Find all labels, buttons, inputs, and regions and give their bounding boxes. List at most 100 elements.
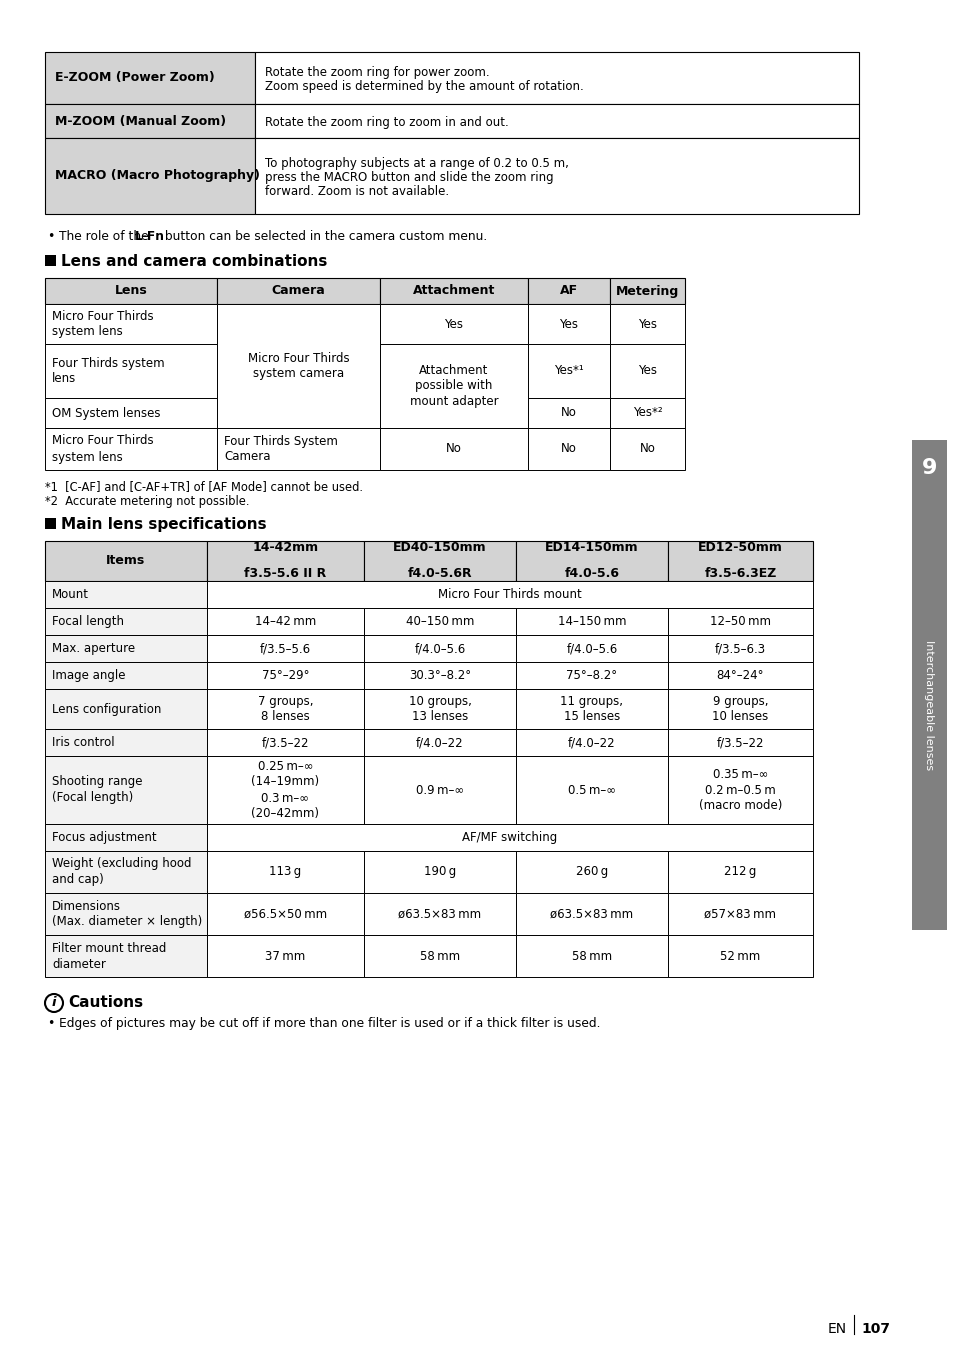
Bar [207,729,364,756]
Text: 107: 107 [861,1322,889,1337]
Bar [364,608,516,635]
Text: f/3.5–6.3: f/3.5–6.3 [714,642,765,655]
Text: 52 mm: 52 mm [720,950,760,962]
Text: Max. aperture: Max. aperture [52,642,135,655]
Bar [516,608,667,635]
Text: Yes*²: Yes*² [632,407,661,419]
Bar [379,304,527,345]
Text: Interchangeable lenses: Interchangeable lenses [923,641,934,769]
Text: 7 groups,
8 lenses: 7 groups, 8 lenses [257,695,313,723]
Text: ED14-150mm: ED14-150mm [544,541,639,554]
Text: ED12-50mm: ED12-50mm [698,541,782,554]
Text: OM System lenses: OM System lenses [52,407,160,419]
Bar [379,345,527,427]
Bar [516,635,667,662]
Text: *2  Accurate metering not possible.: *2 Accurate metering not possible. [45,495,250,508]
Bar [516,662,667,689]
Text: 11 groups,
15 lenses: 11 groups, 15 lenses [560,695,623,723]
Text: 0.9 m–∞: 0.9 m–∞ [416,783,463,797]
Text: f/3.5–22: f/3.5–22 [716,735,763,749]
Bar [216,427,379,470]
Text: f/3.5–5.6: f/3.5–5.6 [259,642,311,655]
Bar [667,608,812,635]
Text: 9 groups,
10 lenses: 9 groups, 10 lenses [712,695,768,723]
Bar [254,104,858,138]
Text: f3.5-6.3EZ: f3.5-6.3EZ [703,567,776,579]
Text: 212 g: 212 g [723,866,756,878]
Text: 0.25 m–∞
(14–19mm)
0.3 m–∞
(20–42mm): 0.25 m–∞ (14–19mm) 0.3 m–∞ (20–42mm) [252,760,319,821]
Bar [45,893,207,935]
Bar [364,729,516,756]
Bar [45,729,207,756]
Text: AF: AF [559,285,578,297]
Text: 10 groups,
13 lenses: 10 groups, 13 lenses [408,695,471,723]
Bar [45,541,207,581]
Bar [516,851,667,893]
Text: Main lens specifications: Main lens specifications [61,517,266,532]
Text: 260 g: 260 g [576,866,607,878]
Text: Mount: Mount [52,588,89,601]
Text: Micro Four Thirds mount: Micro Four Thirds mount [437,588,581,601]
Text: Lens configuration: Lens configuration [52,703,161,715]
Bar [527,278,609,304]
Bar [364,851,516,893]
Text: press the MACRO button and slide the zoom ring: press the MACRO button and slide the zoo… [265,171,553,185]
Text: Cautions: Cautions [68,995,143,1010]
Bar [254,52,858,104]
Bar [667,635,812,662]
Text: Image angle: Image angle [52,669,126,683]
Text: Zoom speed is determined by the amount of rotation.: Zoom speed is determined by the amount o… [265,80,583,94]
Bar [364,541,516,581]
Text: 37 mm: 37 mm [265,950,305,962]
Text: Four Thirds system
lens: Four Thirds system lens [52,357,165,385]
Bar [516,541,667,581]
Bar [45,689,207,729]
Text: Rotate the zoom ring to zoom in and out.: Rotate the zoom ring to zoom in and out. [265,117,508,129]
Text: forward. Zoom is not available.: forward. Zoom is not available. [265,185,449,198]
Text: Rotate the zoom ring for power zoom.: Rotate the zoom ring for power zoom. [265,66,489,79]
Text: 14–42 mm: 14–42 mm [254,615,315,628]
Bar [45,278,216,304]
Text: Camera: Camera [272,285,325,297]
Bar [207,635,364,662]
Bar [45,138,254,214]
Text: 113 g: 113 g [269,866,301,878]
Bar [207,662,364,689]
Text: 75°–8.2°: 75°–8.2° [566,669,617,683]
Bar [609,304,684,345]
Text: No: No [639,442,655,456]
Bar [527,304,609,345]
Bar [45,662,207,689]
Text: Yes: Yes [638,365,657,377]
Bar [516,893,667,935]
Bar [216,278,379,304]
Bar [45,581,207,608]
Bar [45,935,207,977]
Bar [364,935,516,977]
Text: f/4.0–5.6: f/4.0–5.6 [414,642,465,655]
Text: AF/MF switching: AF/MF switching [462,830,558,844]
Text: ø63.5×83 mm: ø63.5×83 mm [398,908,481,920]
Text: 40–150 mm: 40–150 mm [405,615,474,628]
Text: Lens and camera combinations: Lens and camera combinations [61,254,327,269]
Bar [379,278,527,304]
Text: 75°–29°: 75°–29° [261,669,309,683]
Text: Focus adjustment: Focus adjustment [52,830,156,844]
Bar [516,689,667,729]
Bar [207,581,812,608]
Bar [667,851,812,893]
Text: *1  [C-AF] and [C-AF+TR] of [AF Mode] cannot be used.: *1 [C-AF] and [C-AF+TR] of [AF Mode] can… [45,480,363,493]
Text: No: No [560,407,577,419]
Text: •: • [47,1016,54,1030]
Text: L-Fn: L-Fn [135,229,165,243]
Text: f/4.0–5.6: f/4.0–5.6 [566,642,617,655]
Text: Shooting range
(Focal length): Shooting range (Focal length) [52,775,142,805]
Text: Micro Four Thirds
system lens: Micro Four Thirds system lens [52,309,153,338]
Bar [207,608,364,635]
Text: Lens: Lens [114,285,147,297]
Text: f4.0-5.6: f4.0-5.6 [564,567,618,579]
Text: i: i [51,996,56,1010]
Bar [364,689,516,729]
Text: 30.3°–8.2°: 30.3°–8.2° [409,669,471,683]
Bar [216,304,379,427]
